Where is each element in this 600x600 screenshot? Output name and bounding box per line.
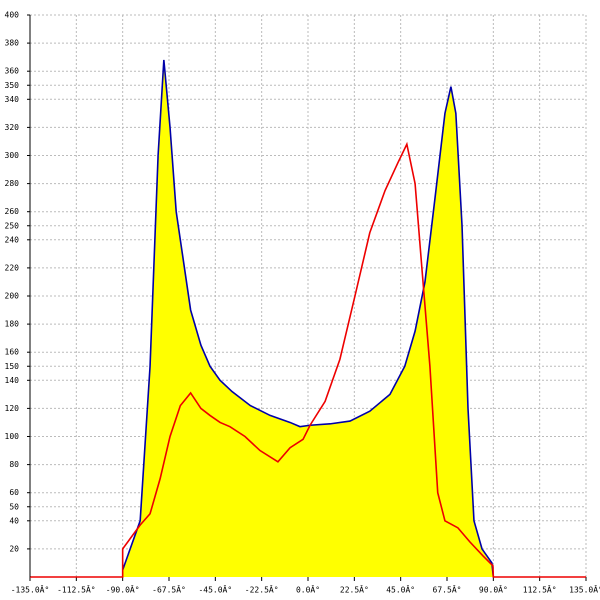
- x-tick-label: 22.5Â°: [340, 584, 369, 595]
- y-tick-label: 340: [5, 95, 20, 104]
- y-tick-label: 80: [9, 460, 19, 469]
- x-tick-label: -67.5Â°: [152, 584, 186, 595]
- y-tick-label: 360: [5, 67, 20, 76]
- x-tick-label: -112.5Â°: [57, 584, 96, 595]
- y-tick-label: 380: [5, 39, 20, 48]
- y-tick-label: 160: [5, 348, 20, 357]
- x-tick-label: 90.0Â°: [479, 584, 508, 595]
- x-tick-label: -90.0Â°: [106, 584, 140, 595]
- y-tick-label: 200: [5, 292, 20, 301]
- y-tick-label: 280: [5, 179, 20, 188]
- x-tick-label: 67.5Â°: [433, 584, 462, 595]
- x-tick-label: 0.0Â°: [296, 584, 320, 595]
- y-tick-label: 120: [5, 404, 20, 413]
- y-tick-label: 300: [5, 151, 20, 160]
- x-tick-label: -22.5Â°: [245, 584, 279, 595]
- y-tick-label: 60: [9, 488, 19, 497]
- x-tick-label: 112.5Â°: [523, 584, 557, 595]
- x-tick-label: -45.0Â°: [198, 584, 232, 595]
- area: [122, 59, 494, 577]
- y-tick-label: 220: [5, 263, 20, 272]
- y-tick-label: 180: [5, 320, 20, 329]
- y-tick-label: 260: [5, 207, 20, 216]
- y-tick-label: 320: [5, 123, 20, 132]
- y-tick-label: 40: [9, 516, 19, 525]
- line: [30, 141, 586, 578]
- x-tick-label: -135.0Â°: [11, 584, 50, 595]
- y-tick-label: 20: [9, 544, 19, 553]
- y-tick-label: 400: [5, 11, 20, 20]
- y-tick-label: 140: [5, 376, 20, 385]
- x-tick-label: 135.0Â°: [569, 584, 600, 595]
- y-tick-label: 240: [5, 235, 20, 244]
- y-tick-label: 250: [5, 221, 20, 230]
- y-tick-label: 50: [9, 502, 19, 511]
- y-tick-label: 350: [5, 81, 20, 90]
- y-tick-label: 150: [5, 362, 20, 371]
- y-tick-label: 100: [5, 432, 20, 441]
- x-tick-label: 45.0Â°: [386, 584, 415, 595]
